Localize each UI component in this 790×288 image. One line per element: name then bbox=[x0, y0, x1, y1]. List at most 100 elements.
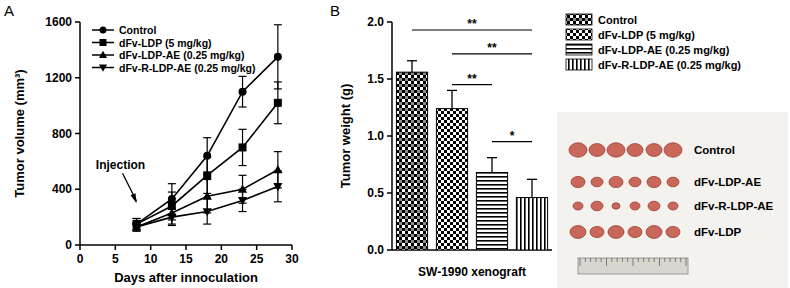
bar bbox=[476, 172, 507, 250]
ruler-tick bbox=[638, 258, 639, 262]
error-stem bbox=[451, 90, 452, 108]
ruler-tick bbox=[664, 258, 665, 262]
y-tick bbox=[75, 21, 80, 23]
ruler-tick bbox=[622, 258, 623, 262]
ruler-tick bbox=[675, 258, 676, 262]
tumor bbox=[608, 226, 624, 239]
y-tick-label: 1.0 bbox=[367, 129, 384, 143]
ruler-tick bbox=[627, 258, 628, 262]
y-tick-label: 1.5 bbox=[367, 72, 384, 86]
legend: Control dFv-LDP (5 mg/kg) dFv-LDP-AE (0.25… bbox=[566, 14, 741, 71]
error-cap bbox=[274, 151, 282, 152]
legend-marker bbox=[99, 65, 107, 72]
ruler-tick bbox=[643, 258, 644, 262]
ruler-tick bbox=[654, 258, 655, 262]
y-tick-label: 0.0 bbox=[367, 243, 384, 257]
tumor bbox=[591, 177, 603, 187]
significance-text: * bbox=[510, 129, 515, 143]
legend-swatch bbox=[566, 14, 592, 25]
x-tick bbox=[256, 245, 258, 250]
y-tick bbox=[387, 192, 392, 194]
x-tick bbox=[150, 245, 152, 250]
y-tick-label: 800 bbox=[52, 127, 72, 141]
photo-label: Control bbox=[694, 144, 735, 156]
error-cap bbox=[274, 171, 282, 172]
tumor bbox=[573, 202, 583, 210]
x-axis-label: Days after innoculation bbox=[114, 270, 258, 285]
tumor bbox=[630, 202, 640, 210]
plot-area bbox=[396, 61, 547, 250]
legend-label: dFv-R-LDP-AE (0.25 mg/kg) bbox=[598, 59, 741, 71]
ruler bbox=[578, 258, 688, 274]
tumor bbox=[590, 226, 604, 237]
error-cap bbox=[203, 137, 211, 138]
error-bar bbox=[274, 82, 282, 124]
tumor bbox=[628, 226, 642, 237]
error-cap bbox=[203, 198, 211, 199]
ruler-tick bbox=[595, 258, 596, 262]
legend-label: Control bbox=[119, 24, 156, 36]
error-bar bbox=[239, 129, 247, 165]
y-tick bbox=[75, 133, 80, 135]
legend-marker bbox=[100, 39, 107, 46]
point bbox=[132, 223, 141, 231]
x-tick bbox=[185, 245, 187, 250]
tumor bbox=[570, 226, 586, 239]
error-cap bbox=[274, 123, 282, 124]
error-cap bbox=[239, 106, 247, 107]
legend-label: dFv-LDP (5 mg/kg) bbox=[119, 37, 212, 49]
panel-a: A040080012001600051015202530Days after i… bbox=[4, 2, 299, 285]
error-cap bbox=[133, 218, 141, 219]
point bbox=[203, 208, 212, 216]
legend-marker bbox=[99, 51, 107, 58]
annotation: Injection bbox=[96, 158, 145, 203]
error-bar bbox=[527, 179, 537, 197]
error-cap bbox=[203, 179, 211, 180]
tumor bbox=[648, 201, 660, 211]
legend-label: dFv-LDP-AE (0.25 mg/kg) bbox=[598, 44, 730, 56]
error-cap bbox=[239, 165, 247, 166]
error-cap bbox=[239, 76, 247, 77]
error-cap bbox=[168, 208, 176, 209]
photo-label: dFv-R-LDP-AE bbox=[694, 200, 774, 212]
tumor bbox=[664, 143, 682, 157]
ruler-tick bbox=[580, 258, 581, 266]
legend-swatch bbox=[566, 29, 592, 40]
point bbox=[274, 53, 282, 61]
legend-label: Control bbox=[598, 14, 637, 26]
error-cap bbox=[239, 211, 247, 212]
legend-label: dFv-LDP-AE (0.25 mg/kg) bbox=[119, 49, 244, 61]
error-cap bbox=[274, 81, 282, 82]
bar bbox=[436, 109, 467, 250]
error-cap bbox=[133, 218, 141, 219]
photo-background bbox=[557, 112, 788, 288]
point bbox=[239, 143, 247, 151]
error-cap bbox=[447, 90, 457, 91]
panel-label: B bbox=[330, 2, 340, 19]
x-axis-label: SW-1990 xenograft bbox=[418, 265, 526, 279]
series-line bbox=[137, 103, 278, 224]
error-stem bbox=[411, 61, 412, 72]
y-axis-label: Tumor weight (g) bbox=[338, 84, 353, 188]
y-tick-label: 0 bbox=[65, 238, 72, 252]
ruler-tick bbox=[590, 258, 591, 262]
y-axis-label: Tumor volume (mm³) bbox=[12, 69, 27, 197]
error-cap bbox=[274, 24, 282, 25]
significance: ** bbox=[412, 17, 532, 31]
y-tick bbox=[387, 78, 392, 80]
tumor bbox=[591, 201, 603, 211]
tumor bbox=[629, 177, 641, 187]
error-cap bbox=[203, 157, 211, 158]
error-bar bbox=[274, 171, 282, 202]
series-line bbox=[137, 170, 278, 227]
point bbox=[203, 171, 211, 179]
error-cap bbox=[168, 225, 176, 226]
bar bbox=[396, 72, 427, 250]
ruler-tick bbox=[606, 258, 607, 266]
error-cap bbox=[239, 189, 247, 190]
ruler-tick bbox=[633, 258, 634, 266]
error-bar bbox=[407, 61, 417, 72]
tumor bbox=[589, 144, 605, 157]
legend-label: dFv-LDP (5 mg/kg) bbox=[598, 29, 695, 41]
significance: ** bbox=[452, 41, 532, 55]
